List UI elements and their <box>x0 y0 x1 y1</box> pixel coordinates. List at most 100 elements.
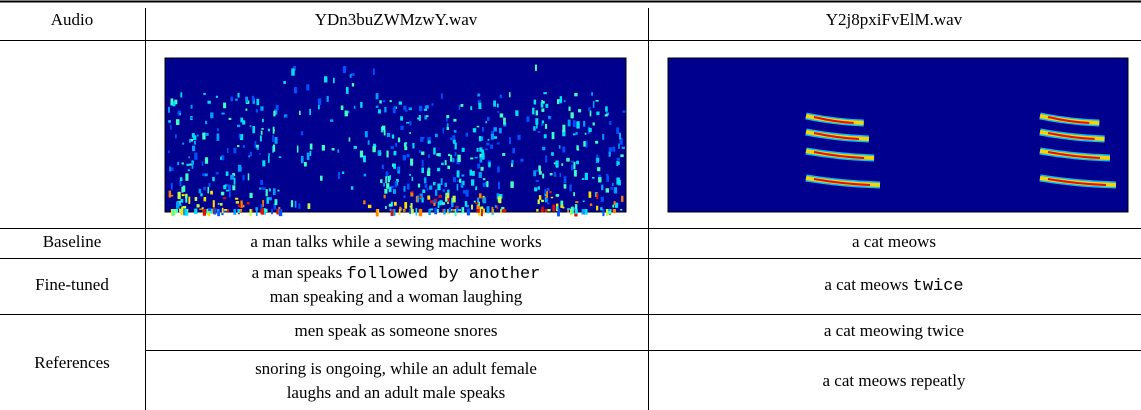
texture <box>578 109 582 113</box>
texture <box>226 189 230 192</box>
texture <box>404 202 408 209</box>
texture <box>296 145 299 153</box>
texture <box>560 204 564 208</box>
texture <box>421 167 424 174</box>
texture <box>444 182 448 188</box>
texture <box>477 201 480 206</box>
texture <box>458 209 461 211</box>
texture <box>255 207 259 211</box>
texture <box>544 123 548 129</box>
texture <box>454 151 457 157</box>
texture <box>574 209 578 214</box>
texture <box>363 200 366 205</box>
texture <box>427 137 431 141</box>
texture <box>381 125 386 131</box>
texture <box>556 205 559 210</box>
texture <box>576 160 580 165</box>
text-run: laughs and an adult male speaks <box>287 383 506 402</box>
spectrogram-texture <box>168 64 626 217</box>
texture <box>268 155 270 163</box>
texture <box>540 123 544 126</box>
texture <box>427 168 431 171</box>
texture <box>375 209 379 217</box>
texture <box>542 146 546 151</box>
texture <box>605 209 609 216</box>
texture <box>574 204 578 211</box>
texture <box>256 98 260 106</box>
cell-text: laughs and an adult male speaks <box>287 383 506 402</box>
texture <box>436 153 440 156</box>
texture <box>424 184 428 189</box>
text-run: snoring is ongoing, while an adult femal… <box>255 359 537 378</box>
texture <box>616 157 621 161</box>
texture <box>511 162 514 167</box>
texture <box>472 128 477 133</box>
texture <box>273 110 276 117</box>
texture <box>426 170 431 177</box>
texture <box>486 117 490 121</box>
texture <box>260 204 263 209</box>
texture <box>573 169 577 177</box>
cell-text: a cat meows repeatly <box>822 371 966 390</box>
texture <box>194 208 198 215</box>
texture <box>512 147 515 154</box>
texture <box>570 160 574 163</box>
texture <box>598 174 601 178</box>
texture <box>391 134 395 139</box>
texture <box>535 179 539 182</box>
texture <box>596 192 599 200</box>
texture <box>385 176 387 184</box>
texture <box>434 133 438 138</box>
texture <box>493 100 496 107</box>
texture <box>421 197 424 203</box>
texture <box>611 182 614 186</box>
texture <box>482 182 486 187</box>
texture <box>617 161 620 165</box>
texture <box>222 197 227 199</box>
texture <box>381 164 384 170</box>
texture <box>574 92 578 97</box>
texture <box>473 200 476 203</box>
texture <box>460 181 463 188</box>
texture <box>403 195 406 198</box>
texture <box>499 113 504 118</box>
texture <box>353 145 357 149</box>
cell-text: man speaking and a woman laughing <box>270 287 523 306</box>
texture <box>210 112 214 119</box>
texture <box>278 209 283 217</box>
texture <box>396 167 400 171</box>
texture <box>422 189 426 193</box>
texture <box>536 122 538 129</box>
texture <box>453 139 456 144</box>
texture <box>503 122 507 127</box>
texture <box>461 174 465 177</box>
texture <box>547 202 550 205</box>
texture <box>447 165 451 170</box>
texture <box>477 197 480 203</box>
texture <box>202 173 205 176</box>
texture <box>406 153 410 158</box>
texture <box>389 208 392 212</box>
texture <box>595 100 599 102</box>
texture <box>186 163 190 166</box>
texture <box>342 66 346 74</box>
texture <box>555 160 559 168</box>
texture <box>598 177 602 183</box>
texture <box>549 191 552 194</box>
texture <box>476 204 480 213</box>
texture <box>265 189 268 197</box>
texture <box>448 207 452 213</box>
texture <box>299 110 301 116</box>
texture <box>216 133 220 141</box>
texture <box>168 190 172 198</box>
texture <box>418 105 423 112</box>
texture <box>398 209 401 216</box>
texture <box>481 209 483 217</box>
texture <box>300 131 304 136</box>
texture <box>538 170 542 175</box>
texture <box>326 96 329 102</box>
texture <box>193 135 197 141</box>
texture <box>220 156 222 160</box>
texture <box>274 137 278 144</box>
texture <box>497 110 500 113</box>
